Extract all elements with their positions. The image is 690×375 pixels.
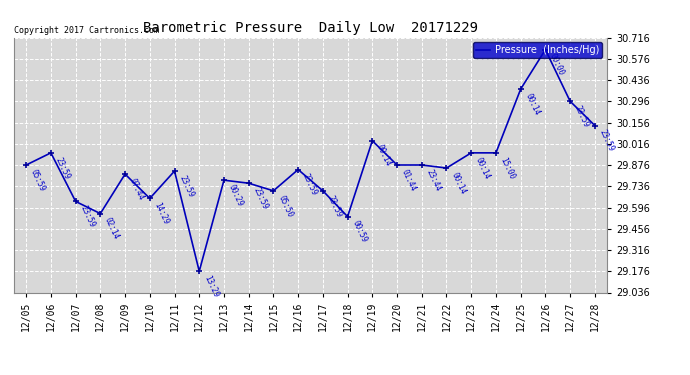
Text: 00:14: 00:14 — [524, 92, 542, 117]
Text: 02:14: 02:14 — [103, 216, 121, 241]
Text: 23:59: 23:59 — [251, 186, 269, 211]
Text: Copyright 2017 Cartronics.com: Copyright 2017 Cartronics.com — [14, 26, 159, 35]
Text: 23:59: 23:59 — [598, 128, 615, 153]
Text: 07:44: 07:44 — [128, 177, 146, 202]
Text: 05:50: 05:50 — [276, 194, 294, 218]
Text: 23:59: 23:59 — [79, 204, 97, 229]
Text: 15:00: 15:00 — [499, 156, 517, 180]
Text: 00:14: 00:14 — [375, 144, 393, 168]
Text: 23:59: 23:59 — [573, 104, 591, 129]
Text: 23:44: 23:44 — [424, 168, 442, 192]
Text: 00:00: 00:00 — [548, 53, 566, 77]
Text: 00:14: 00:14 — [449, 171, 467, 196]
Text: 23:59: 23:59 — [177, 174, 195, 199]
Text: 01:44: 01:44 — [400, 168, 417, 192]
Text: 23:59: 23:59 — [54, 156, 72, 180]
Text: 00:29: 00:29 — [227, 183, 245, 208]
Text: 14:29: 14:29 — [152, 201, 170, 226]
Title: Barometric Pressure  Daily Low  20171229: Barometric Pressure Daily Low 20171229 — [143, 21, 478, 35]
Text: 00:14: 00:14 — [474, 156, 492, 180]
Text: 13:29: 13:29 — [202, 274, 220, 299]
Text: 23:59: 23:59 — [326, 194, 344, 218]
Text: 23:59: 23:59 — [301, 172, 319, 197]
Text: 05:59: 05:59 — [29, 168, 47, 192]
Legend: Pressure  (Inches/Hg): Pressure (Inches/Hg) — [473, 42, 602, 58]
Text: 00:59: 00:59 — [351, 219, 368, 244]
